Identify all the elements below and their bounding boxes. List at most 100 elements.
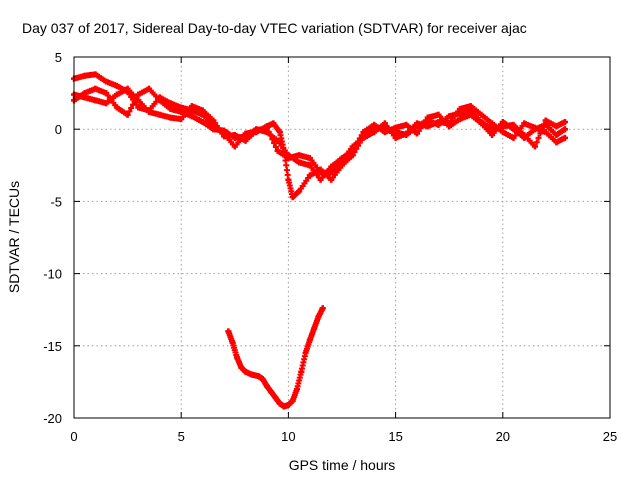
data-point	[435, 111, 442, 118]
data-point	[146, 85, 153, 92]
data-point	[306, 155, 313, 162]
x-axis-label: GPS time / hours	[289, 457, 396, 473]
data-point	[414, 120, 421, 127]
data-point	[199, 118, 206, 125]
data-point	[113, 82, 120, 89]
data-point	[531, 143, 538, 150]
data-point	[467, 111, 474, 118]
data-point	[221, 127, 228, 134]
data-point	[92, 85, 99, 92]
data-point	[210, 126, 217, 133]
data-point	[553, 131, 560, 138]
data-point	[339, 155, 345, 162]
data-point	[510, 134, 517, 141]
data-point	[103, 90, 110, 97]
data-point	[221, 133, 228, 140]
data-point	[298, 368, 305, 375]
data-point	[553, 139, 560, 146]
axis-ticks	[73, 56, 611, 419]
data-point	[253, 126, 260, 133]
data-point	[225, 328, 232, 335]
data-point	[113, 91, 120, 98]
data-point	[315, 313, 322, 320]
data-point	[489, 120, 496, 127]
data-point	[81, 90, 88, 97]
data-point	[285, 176, 292, 183]
y-tick-label: 0	[55, 122, 62, 137]
data-point	[199, 107, 206, 114]
data-point	[248, 371, 255, 378]
data-point	[92, 71, 99, 78]
data-point	[561, 126, 568, 133]
data-point	[371, 129, 378, 136]
data-point	[467, 103, 474, 110]
x-tick-label: 20	[496, 429, 510, 444]
data-point	[306, 162, 313, 169]
y-axis-label: SDTVAR / TECUs	[6, 181, 22, 293]
data-point	[296, 188, 303, 195]
data-point	[296, 152, 303, 159]
data-point	[229, 339, 236, 346]
data-point	[274, 137, 281, 144]
data-point	[561, 134, 568, 141]
data-point	[281, 403, 288, 410]
data-point	[349, 147, 356, 154]
data-point	[285, 152, 292, 159]
data-point	[124, 85, 131, 92]
data-point	[446, 113, 453, 120]
data-point	[233, 354, 240, 361]
data-point	[293, 386, 300, 393]
data-point	[561, 118, 568, 125]
data-point	[231, 134, 238, 141]
data-point	[255, 373, 262, 380]
data-point	[371, 121, 378, 128]
data-point	[521, 134, 528, 141]
data-point	[446, 123, 453, 130]
data-point	[289, 194, 296, 201]
data-point	[113, 104, 120, 111]
data-point	[499, 118, 506, 125]
data-point	[242, 133, 249, 140]
data-point	[210, 117, 217, 124]
data-point	[424, 123, 431, 130]
data-point	[392, 124, 399, 131]
data-point	[499, 129, 506, 136]
data-point	[274, 147, 281, 154]
x-tick-label: 10	[281, 429, 295, 444]
data-point	[135, 91, 142, 98]
y-tick-label: -20	[43, 411, 62, 426]
data-point	[311, 325, 318, 332]
data-point	[156, 111, 163, 118]
data-point	[296, 159, 303, 166]
data-point	[272, 394, 279, 401]
tick-labels: 0 5 10 15 20 25 5 0 -5 -10 -15 -20	[43, 50, 617, 444]
data-point	[146, 108, 153, 115]
data-point	[403, 130, 410, 137]
data-point	[103, 78, 110, 85]
series-track-2	[71, 85, 568, 176]
data-point	[92, 97, 99, 104]
data-point	[328, 163, 335, 170]
data-point	[306, 337, 313, 344]
data-point	[302, 350, 309, 357]
y-tick-label: 5	[55, 50, 62, 65]
data-point	[489, 126, 496, 133]
data-point	[167, 105, 174, 112]
data-point	[167, 100, 174, 107]
series-markers	[225, 305, 326, 410]
data-point	[360, 129, 367, 136]
data-point	[270, 120, 277, 127]
data-point	[392, 134, 399, 141]
data-point	[456, 105, 463, 112]
data-point	[542, 121, 549, 128]
data-point	[103, 100, 110, 107]
data-point	[167, 114, 174, 121]
data-point	[263, 383, 270, 390]
data-point	[381, 120, 388, 127]
plot-frame	[73, 56, 611, 419]
y-tick-label: -15	[43, 339, 62, 354]
data-point	[178, 116, 185, 123]
data-point	[135, 104, 142, 111]
data-point	[478, 111, 485, 118]
